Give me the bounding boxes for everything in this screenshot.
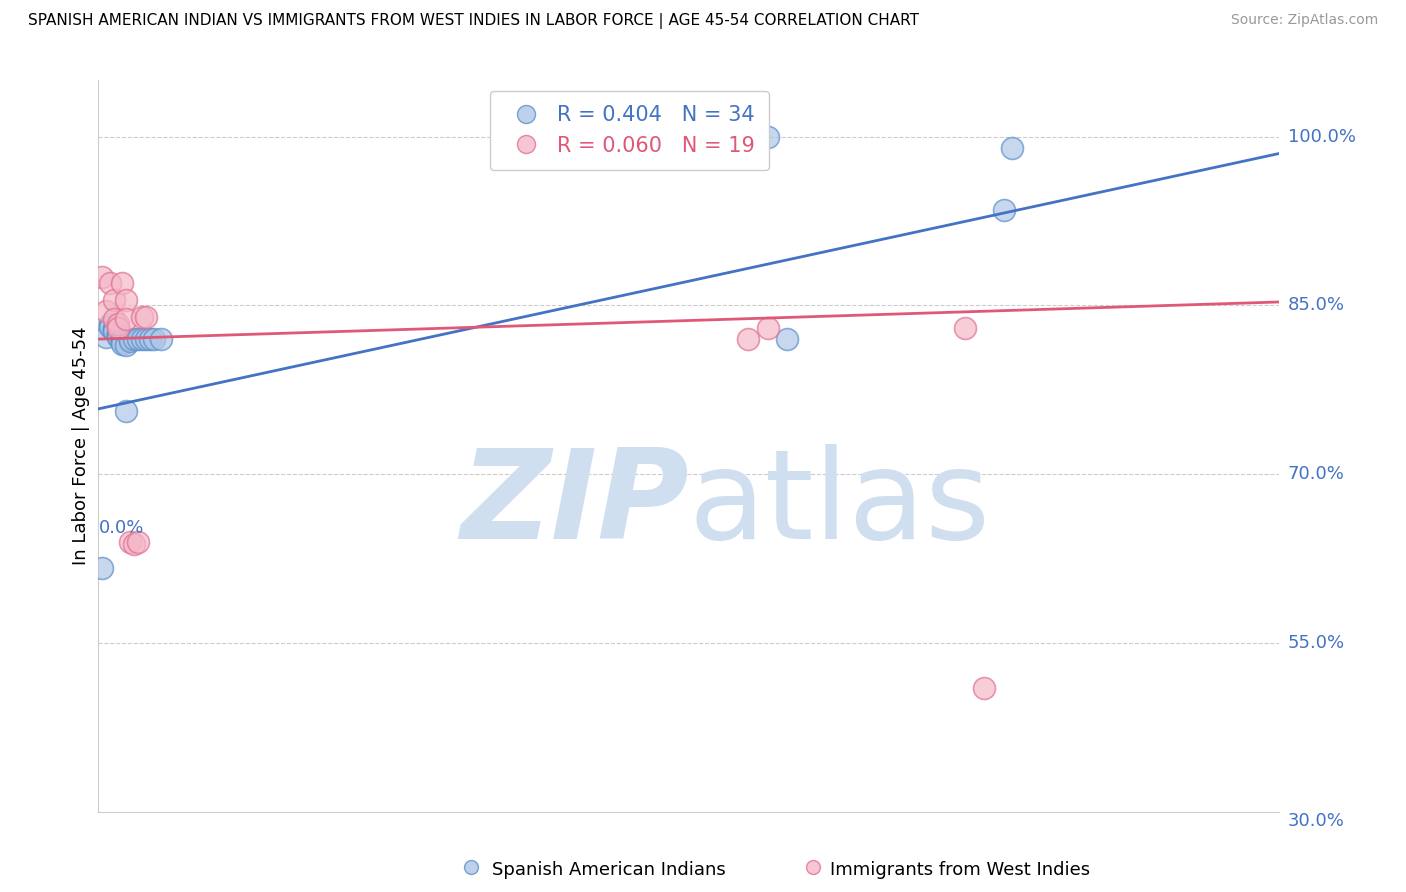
Text: 100.0%: 100.0%: [1288, 128, 1355, 145]
Point: [135, 310, 157, 324]
Point: [115, 311, 138, 326]
Point: [118, 332, 141, 346]
Text: Source: ZipAtlas.com: Source: ZipAtlas.com: [1230, 13, 1378, 28]
Point: [131, 310, 153, 324]
Point: [111, 333, 134, 347]
Point: [103, 321, 125, 335]
Point: [115, 404, 138, 418]
Point: [103, 293, 125, 307]
Text: 70.0%: 70.0%: [1288, 465, 1344, 483]
Point: [115, 337, 138, 351]
Point: [111, 336, 134, 351]
Point: [107, 326, 129, 340]
Point: [111, 332, 134, 346]
Text: Immigrants from West Indies: Immigrants from West Indies: [830, 861, 1090, 879]
Point: [756, 129, 779, 144]
Point: [91, 560, 114, 574]
Text: 30.0%: 30.0%: [1288, 812, 1344, 830]
Point: [96, 304, 118, 318]
Point: [127, 332, 149, 346]
Point: [115, 293, 138, 307]
Point: [103, 311, 125, 326]
Point: [135, 332, 157, 346]
Point: [122, 332, 145, 346]
Point: [98, 318, 121, 333]
Point: [107, 327, 129, 342]
Point: [118, 334, 141, 349]
Text: 55.0%: 55.0%: [1288, 634, 1346, 652]
Point: [91, 270, 114, 285]
Point: [98, 319, 121, 334]
Text: SPANISH AMERICAN INDIAN VS IMMIGRANTS FROM WEST INDIES IN LABOR FORCE | AGE 45-5: SPANISH AMERICAN INDIAN VS IMMIGRANTS FR…: [28, 13, 920, 29]
Point: [127, 534, 149, 549]
Point: [107, 321, 129, 335]
Point: [756, 321, 779, 335]
Point: [96, 330, 118, 344]
Text: atlas: atlas: [689, 444, 991, 565]
Point: [953, 321, 976, 335]
Point: [107, 318, 129, 332]
Text: Spanish American Indians: Spanish American Indians: [492, 861, 725, 879]
Point: [776, 332, 799, 346]
Point: [993, 202, 1015, 217]
Point: [150, 332, 173, 346]
Legend: R = 0.404   N = 34, R = 0.060   N = 19: R = 0.404 N = 34, R = 0.060 N = 19: [491, 91, 769, 170]
Point: [98, 276, 121, 290]
Text: ZIP: ZIP: [460, 444, 689, 565]
Point: [107, 326, 129, 341]
Point: [111, 276, 134, 290]
Point: [118, 534, 141, 549]
Point: [973, 681, 995, 695]
Point: [98, 318, 121, 332]
Point: [737, 332, 759, 346]
Point: [111, 331, 134, 345]
Point: [131, 332, 153, 346]
Text: 85.0%: 85.0%: [1288, 296, 1344, 314]
Text: 0.0%: 0.0%: [98, 519, 143, 537]
Point: [1001, 141, 1024, 155]
Point: [103, 324, 125, 338]
Point: [103, 323, 125, 337]
Point: [111, 334, 134, 349]
Y-axis label: In Labor Force | Age 45-54: In Labor Force | Age 45-54: [72, 326, 90, 566]
Point: [138, 332, 160, 346]
Point: [122, 537, 145, 551]
Point: [142, 332, 165, 346]
Point: [111, 335, 134, 350]
Point: [107, 328, 129, 343]
Point: [107, 330, 129, 344]
